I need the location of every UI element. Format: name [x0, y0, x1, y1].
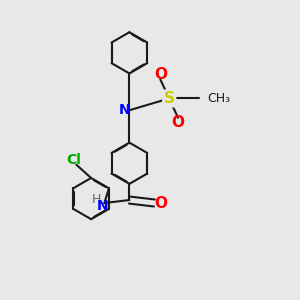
Text: H: H: [92, 193, 101, 206]
Text: N: N: [118, 103, 130, 117]
Text: S: S: [164, 91, 175, 106]
Text: O: O: [154, 196, 167, 211]
Text: CH₃: CH₃: [207, 92, 230, 105]
Text: Cl: Cl: [66, 153, 81, 167]
Text: N: N: [97, 199, 109, 213]
Text: O: O: [154, 68, 167, 82]
Text: O: O: [172, 115, 184, 130]
